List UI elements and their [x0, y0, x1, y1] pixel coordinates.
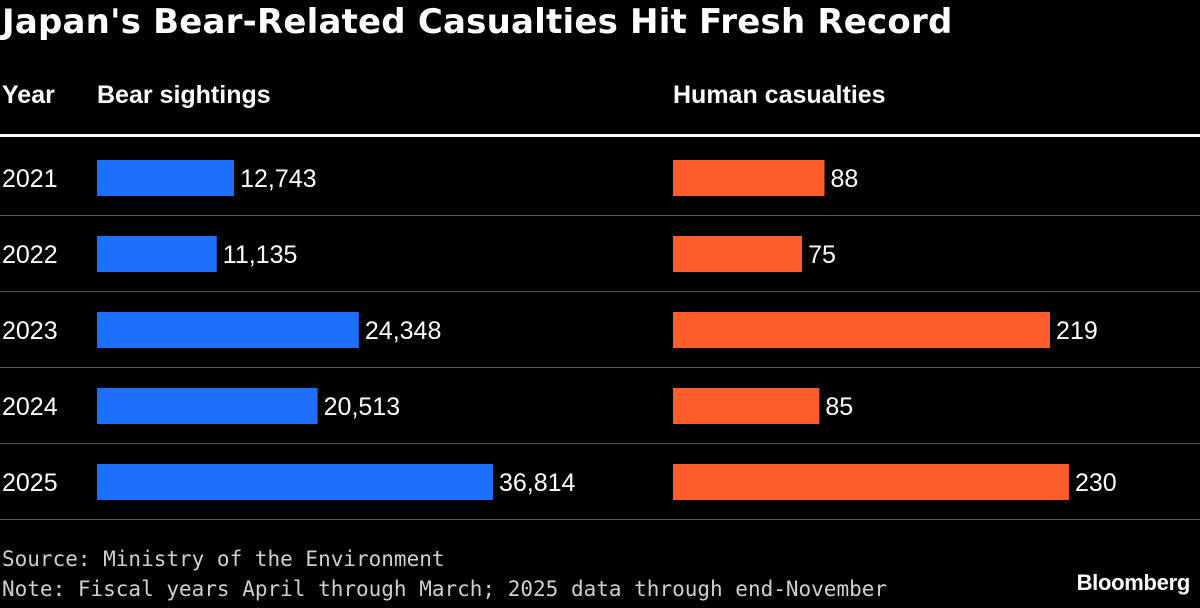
header-divider — [0, 134, 1200, 137]
casualties-bar — [673, 236, 803, 272]
row-divider — [0, 291, 1200, 292]
chart-title: Japan's Bear-Related Casualties Hit Fres… — [2, 2, 953, 42]
sightings-value-label: 36,814 — [499, 469, 576, 497]
year-label: 2023 — [2, 317, 58, 345]
sightings-bar — [97, 236, 217, 272]
casualties-value-label: 75 — [808, 241, 836, 269]
source-text: Source: Ministry of the Environment — [2, 547, 445, 571]
year-label: 2021 — [2, 165, 58, 193]
year-label: 2024 — [2, 393, 58, 421]
year-label: 2025 — [2, 469, 58, 497]
casualties-bar — [673, 160, 825, 196]
bar-chart: 2021 12,743 88 2022 11,135 75 2023 24,348 219 202… — [0, 160, 1200, 520]
sightings-value-label: 20,513 — [324, 393, 400, 421]
bloomberg-logo: Bloomberg — [1076, 570, 1191, 595]
row-divider — [0, 215, 1200, 216]
sightings-bar — [97, 388, 318, 424]
casualties-bar — [673, 312, 1051, 348]
footnotes: Source: Ministry of the Environment Note… — [2, 544, 887, 604]
year-column-header: Year — [2, 81, 55, 109]
sightings-value-label: 24,348 — [365, 317, 441, 345]
year-label: 2022 — [2, 241, 58, 269]
casualties-value-label: 88 — [831, 165, 859, 193]
sightings-value-label: 11,135 — [223, 241, 298, 269]
casualties-value-label: 219 — [1056, 317, 1098, 345]
row-divider — [0, 443, 1200, 444]
sightings-bar — [97, 464, 493, 500]
casualties-bar — [673, 388, 820, 424]
casualties-value-label: 85 — [825, 393, 853, 421]
casualties-value-label: 230 — [1075, 469, 1117, 497]
casualties-bar — [673, 464, 1069, 500]
sightings-bar — [97, 312, 359, 348]
sightings-bar — [97, 160, 235, 196]
note-text: Note: Fiscal years April through March; … — [2, 577, 888, 601]
casualties-column-header: Human casualties — [673, 81, 886, 109]
sightings-value-label: 12,743 — [240, 165, 316, 193]
row-divider — [0, 367, 1200, 368]
sightings-column-header: Bear sightings — [97, 81, 271, 109]
row-divider — [0, 519, 1200, 520]
